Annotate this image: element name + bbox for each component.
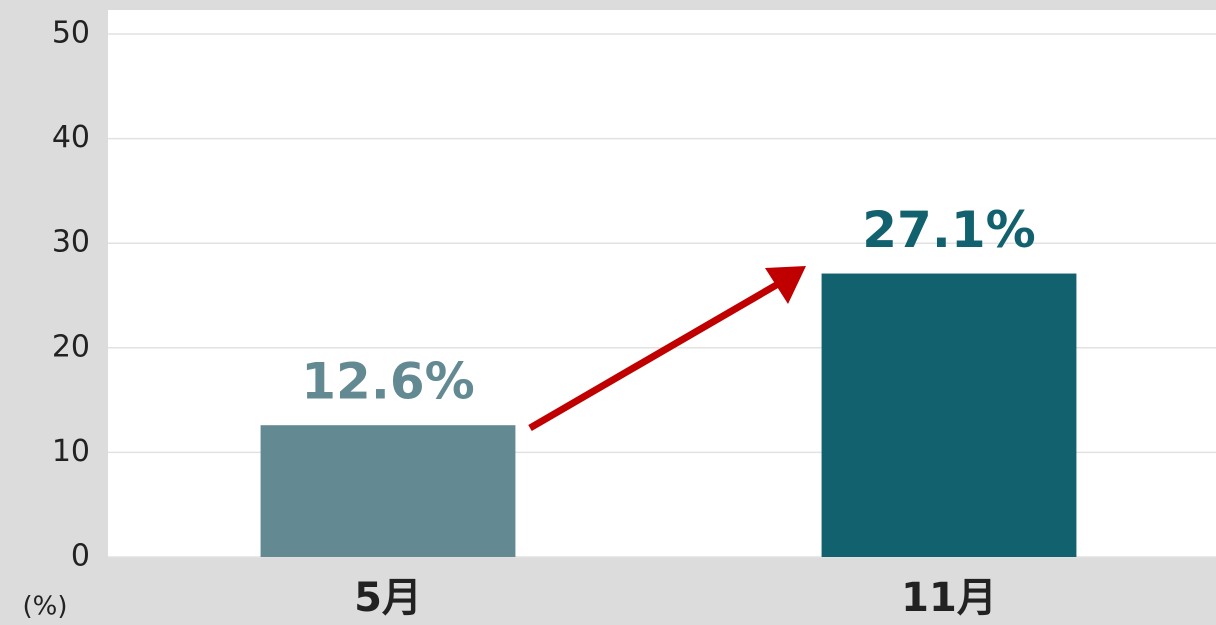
axis-unit: (%) (23, 592, 68, 622)
y-tick-label: 0 (71, 539, 90, 574)
y-tick-label: 40 (52, 120, 90, 155)
value-label: 12.6% (301, 353, 474, 411)
y-tick-label: 30 (52, 225, 90, 260)
y-tick-label: 10 (52, 434, 90, 469)
bar (260, 425, 516, 557)
y-tick-label: 20 (52, 329, 90, 364)
x-tick-label: 11月 (901, 575, 997, 621)
value-label: 27.1% (862, 201, 1035, 259)
x-tick-label: 5月 (354, 575, 422, 621)
trend-arrow (528, 276, 787, 432)
y-tick-label: 50 (52, 16, 90, 51)
bar (821, 273, 1077, 557)
trend-arrow-head (765, 266, 806, 304)
